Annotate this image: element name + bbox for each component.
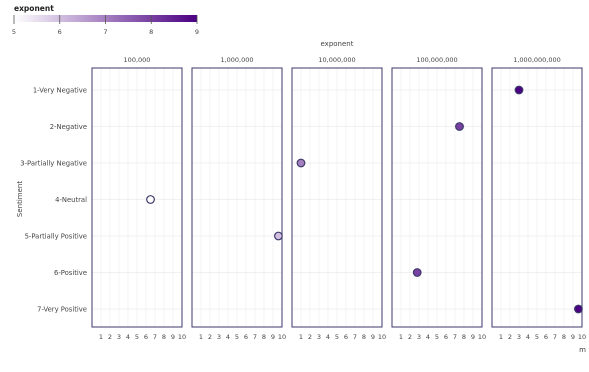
y-tick-label: 4-Neutral bbox=[55, 196, 87, 204]
x-tick-label: 7 bbox=[553, 333, 557, 341]
x-tick-label: 4 bbox=[526, 333, 530, 341]
x-tick-label: 7 bbox=[153, 333, 157, 341]
facet-panel: 100,000,000 1 2 3 4 5 6 7 8 9 10 bbox=[391, 56, 486, 341]
x-tick-label: 5 bbox=[535, 333, 539, 341]
x-tick-label: 1 bbox=[99, 333, 103, 341]
x-tick-label: 4 bbox=[226, 333, 230, 341]
x-tick-label: 10 bbox=[278, 333, 286, 341]
x-tick-label: 8 bbox=[462, 333, 466, 341]
x-tick-label: 1 bbox=[299, 333, 303, 341]
x-tick-label: 4 bbox=[126, 333, 130, 341]
facet-frame bbox=[191, 67, 283, 328]
legend-title: exponent bbox=[14, 4, 54, 13]
data-point bbox=[514, 85, 524, 95]
x-tick-label: 1 bbox=[499, 333, 503, 341]
x-tick-label: 2 bbox=[308, 333, 312, 341]
facet-frame bbox=[391, 67, 483, 328]
facet-label: 1,000,000 bbox=[220, 56, 253, 64]
x-tick-label: 3 bbox=[517, 333, 521, 341]
x-tick-label: 9 bbox=[271, 333, 275, 341]
x-tick-label: 9 bbox=[471, 333, 475, 341]
data-point bbox=[574, 304, 583, 314]
x-tick-label: 6 bbox=[444, 333, 448, 341]
x-tick-label: 8 bbox=[162, 333, 166, 341]
y-tick-label: 1-Very Negative bbox=[33, 87, 87, 95]
x-tick-label: 8 bbox=[262, 333, 266, 341]
x-tick-label: 5 bbox=[135, 333, 139, 341]
x-tick-label: 1 bbox=[399, 333, 403, 341]
x-tick-label: 3 bbox=[117, 333, 121, 341]
x-tick-label: 2 bbox=[508, 333, 512, 341]
x-tick-label: 9 bbox=[371, 333, 375, 341]
x-tick-label: 6 bbox=[344, 333, 348, 341]
x-tick-label: 7 bbox=[453, 333, 457, 341]
legend-tick-label: 9 bbox=[195, 28, 199, 36]
legend-tick-label: 7 bbox=[103, 28, 107, 36]
y-tick-label: 3-Partially Negative bbox=[20, 160, 87, 168]
legend-tick-label: 8 bbox=[149, 28, 153, 36]
y-tick-label: 6-Positive bbox=[54, 269, 87, 277]
x-tick-label: 6 bbox=[244, 333, 248, 341]
x-tick-label: 8 bbox=[362, 333, 366, 341]
x-tick-label: 4 bbox=[326, 333, 330, 341]
facet-title: exponent bbox=[321, 40, 354, 48]
facet-frame bbox=[491, 67, 583, 328]
x-tick-label: 7 bbox=[253, 333, 257, 341]
facet-label: 10,000,000 bbox=[318, 56, 355, 64]
facet-panel: 1,000,000,000 1 2 3 4 5 6 7 8 9 10 bbox=[491, 56, 586, 341]
facet-label: 100,000,000 bbox=[416, 56, 457, 64]
x-tick-label: 9 bbox=[171, 333, 175, 341]
facet-label: 1,000,000,000 bbox=[513, 56, 561, 64]
facet-panel: 10,000,000 1 2 3 4 5 6 7 8 9 10 bbox=[291, 56, 386, 341]
data-point bbox=[455, 122, 464, 131]
facet-panel: 1,000,000 1 2 3 4 5 6 7 8 9 10 bbox=[191, 56, 286, 341]
x-tick-label: 3 bbox=[417, 333, 421, 341]
data-point bbox=[274, 231, 283, 241]
x-tick-label: 10 bbox=[478, 333, 486, 341]
legend-ticks: 5 6 7 8 9 bbox=[12, 15, 199, 36]
x-tick-label: 8 bbox=[562, 333, 566, 341]
x-tick-label: 7 bbox=[353, 333, 357, 341]
x-tick-label: 5 bbox=[435, 333, 439, 341]
legend-tick-label: 5 bbox=[12, 28, 16, 36]
x-tick-label: 10 bbox=[578, 333, 586, 341]
facet-panel: 100,000 1 2 3 4 5 6 7 8 9 10 bbox=[91, 56, 186, 341]
x-tick-label: 10 bbox=[378, 333, 386, 341]
x-tick-label: 5 bbox=[235, 333, 239, 341]
x-tick-label: 4 bbox=[426, 333, 430, 341]
y-tick-label: 2-Negative bbox=[50, 123, 87, 131]
y-tick-labels: 1-Very Negative 2-Negative 3-Partially Neg… bbox=[20, 87, 87, 314]
x-tick-label: 1 bbox=[199, 333, 203, 341]
x-tick-label: 10 bbox=[178, 333, 186, 341]
y-tick-label: 5-Partially Positive bbox=[25, 233, 87, 241]
data-point bbox=[146, 195, 155, 204]
x-axis-title: m bbox=[579, 346, 586, 354]
legend-tick-label: 6 bbox=[58, 28, 62, 36]
facet-frame bbox=[91, 67, 183, 328]
facet-label: 100,000 bbox=[124, 56, 151, 64]
x-tick-label: 6 bbox=[544, 333, 548, 341]
y-tick-label: 7-Very Positive bbox=[37, 306, 87, 314]
x-tick-label: 6 bbox=[144, 333, 148, 341]
x-tick-label: 2 bbox=[408, 333, 412, 341]
data-point bbox=[296, 158, 306, 168]
data-point bbox=[412, 268, 422, 277]
y-axis-title: Sentiment bbox=[16, 181, 24, 217]
x-tick-label: 2 bbox=[108, 333, 112, 341]
data-points bbox=[146, 85, 583, 314]
x-tick-label: 3 bbox=[317, 333, 321, 341]
x-tick-label: 2 bbox=[208, 333, 212, 341]
x-tick-label: 5 bbox=[335, 333, 339, 341]
facet-frame bbox=[291, 67, 383, 328]
x-tick-label: 9 bbox=[571, 333, 575, 341]
x-tick-label: 3 bbox=[217, 333, 221, 341]
